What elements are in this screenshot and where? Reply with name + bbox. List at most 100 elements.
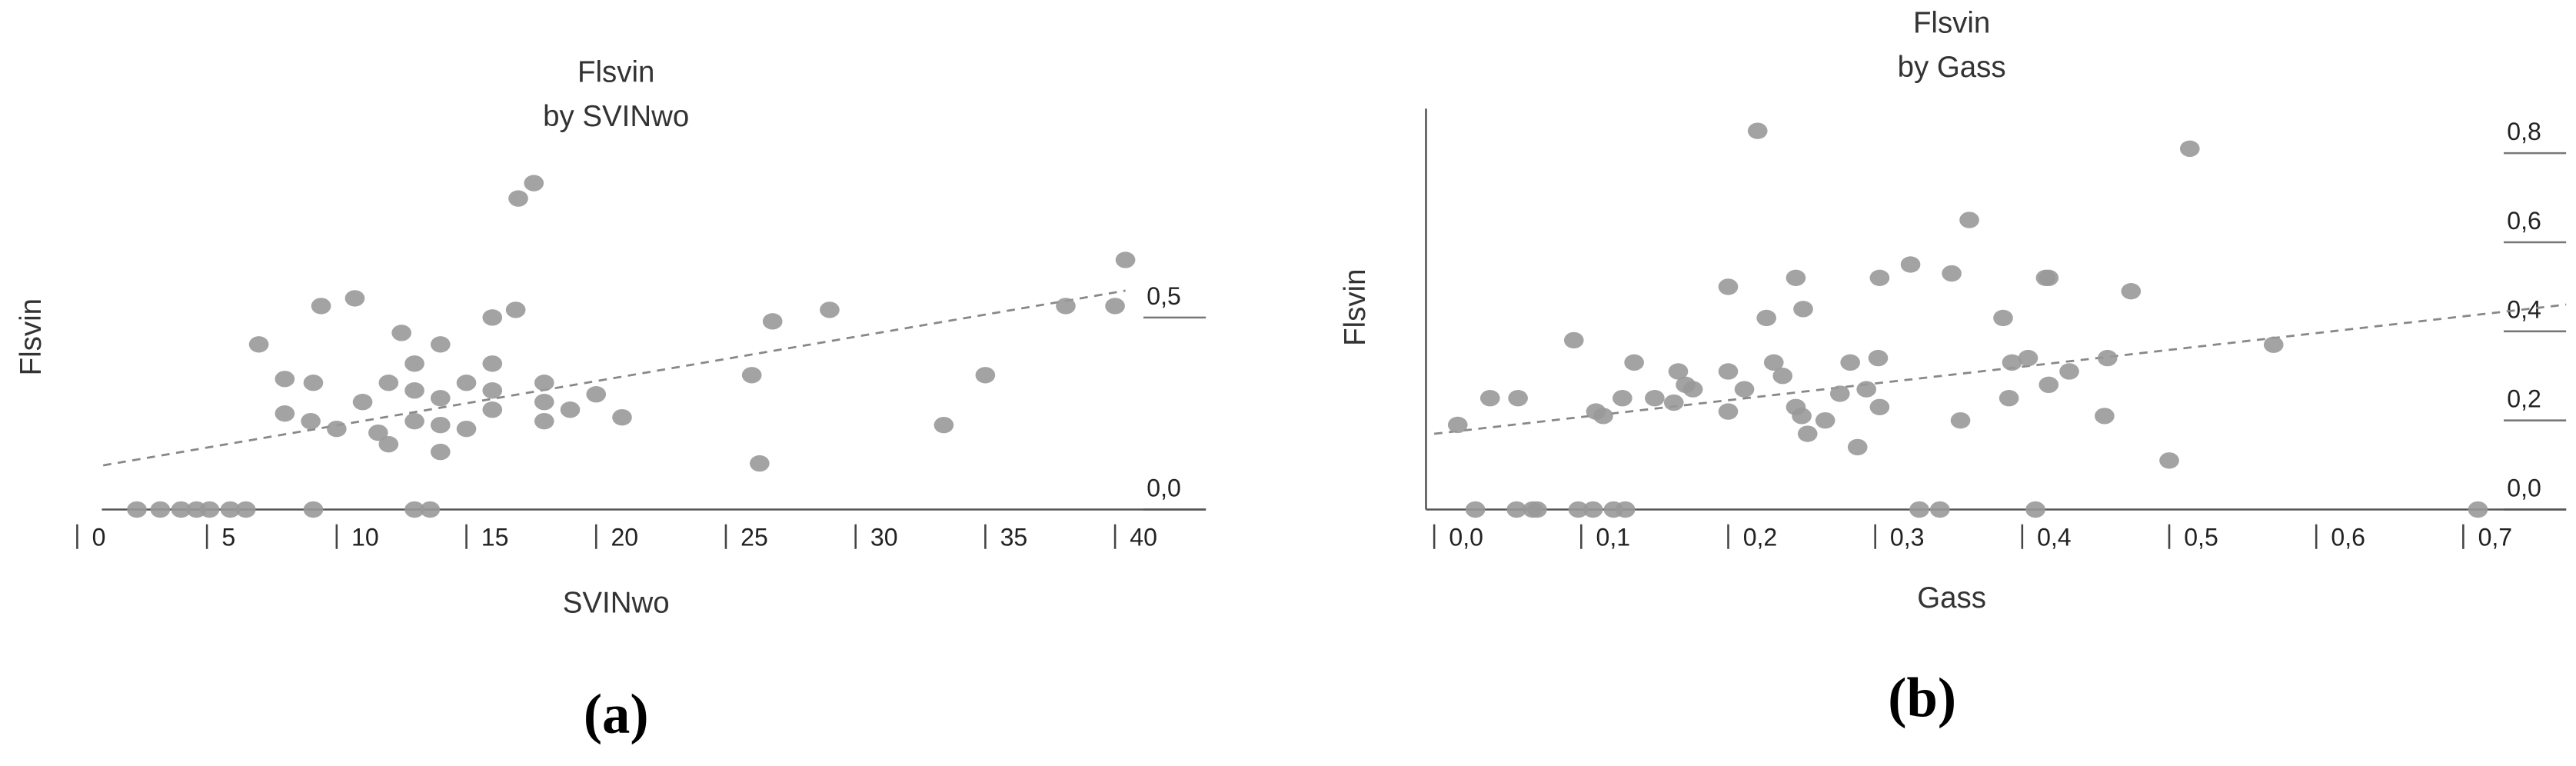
point — [1950, 411, 1971, 429]
x-tick-label: 30 — [870, 524, 898, 551]
point — [1718, 403, 1739, 420]
point — [404, 501, 424, 518]
point — [482, 309, 503, 326]
point — [586, 386, 607, 403]
y-tick-label: 0,0 — [1147, 474, 1181, 501]
point — [2468, 501, 2488, 518]
point — [303, 501, 324, 518]
y-axis-label: Flsvin — [1339, 269, 1372, 346]
point — [2263, 336, 2284, 353]
point — [1527, 501, 1547, 518]
point — [762, 313, 783, 330]
x-tick-label: 0,0 — [1449, 524, 1483, 551]
point — [301, 412, 321, 430]
point — [1797, 425, 1818, 442]
caption: (b) — [1888, 666, 1956, 728]
caption: (a) — [584, 683, 649, 745]
chart: Flsvin by Gass Flsvin Gass (b) 0,0 0,2 0,4 0,6 0,… — [1339, 6, 2567, 728]
y-tick-label: 0,2 — [2507, 385, 2541, 413]
chart: Flsvin by SVINwo Flsvin SVINwo (a) 0,0 0,5 0 5 10… — [15, 55, 1206, 745]
point — [2039, 269, 2059, 286]
point — [1869, 269, 1890, 286]
point — [534, 375, 554, 391]
point — [1105, 298, 1125, 315]
point — [1815, 411, 1835, 429]
point — [1718, 278, 1739, 295]
point — [303, 375, 324, 391]
point — [1909, 501, 1929, 518]
point — [524, 175, 544, 192]
x-tick-label: 20 — [611, 524, 638, 551]
point — [2059, 363, 2079, 380]
x-tick-label: 5 — [221, 524, 235, 551]
point — [248, 336, 269, 353]
point — [430, 443, 451, 461]
y-tick-label: 0,8 — [2507, 118, 2541, 145]
point — [750, 455, 770, 472]
point — [1747, 122, 1768, 139]
point — [482, 355, 503, 372]
point — [430, 390, 451, 407]
x-tick-label: 0,2 — [1743, 524, 1778, 551]
chart-title: Flsvin — [577, 55, 654, 88]
point — [1668, 363, 1689, 380]
point — [1856, 381, 1877, 398]
point — [378, 375, 399, 391]
point — [275, 405, 295, 422]
point — [2002, 354, 2022, 371]
point — [1869, 398, 1890, 415]
point — [2159, 452, 2179, 469]
point — [2018, 349, 2039, 367]
point — [1840, 354, 1860, 371]
point — [1663, 394, 1684, 411]
point — [505, 301, 526, 318]
point — [2179, 140, 2200, 158]
x-tick-label: 0,7 — [2478, 524, 2513, 551]
x-tick-label: 25 — [741, 524, 768, 551]
x-tick-label: 0,6 — [2331, 524, 2365, 551]
point — [1447, 416, 1468, 434]
point — [1829, 385, 1850, 402]
x-tick-label: 0,3 — [1890, 524, 1925, 551]
point — [1847, 438, 1868, 456]
point — [1624, 354, 1644, 371]
point — [482, 401, 503, 418]
point — [1593, 408, 1613, 425]
chart-title: Flsvin — [1913, 6, 1990, 39]
x-tick-label: 0,4 — [2037, 524, 2072, 551]
point — [1772, 368, 1793, 385]
point — [352, 394, 373, 411]
point — [171, 501, 191, 518]
point — [1942, 265, 1962, 282]
chart-subtitle: by Gass — [1898, 51, 2006, 84]
point — [2097, 349, 2118, 367]
point — [1993, 309, 2013, 327]
point — [1793, 301, 1813, 318]
x-tick-label: 35 — [1000, 524, 1028, 551]
point — [1615, 501, 1636, 518]
point — [430, 416, 451, 434]
trend-line — [1433, 303, 2567, 435]
point — [391, 325, 412, 341]
point — [934, 416, 954, 434]
point — [344, 290, 365, 307]
point — [508, 190, 528, 207]
point — [482, 382, 503, 399]
point — [456, 375, 477, 391]
point — [127, 501, 147, 518]
point — [1734, 381, 1755, 398]
point — [150, 501, 171, 518]
point — [1563, 331, 1584, 349]
point — [534, 412, 554, 430]
trend-line — [102, 289, 1126, 467]
point — [1583, 501, 1603, 518]
point — [2025, 501, 2045, 518]
point — [1465, 501, 1486, 518]
point — [1756, 309, 1777, 327]
point — [404, 412, 424, 430]
point — [378, 435, 399, 453]
x-tick-label: 0,5 — [2184, 524, 2218, 551]
point — [1763, 354, 1784, 371]
